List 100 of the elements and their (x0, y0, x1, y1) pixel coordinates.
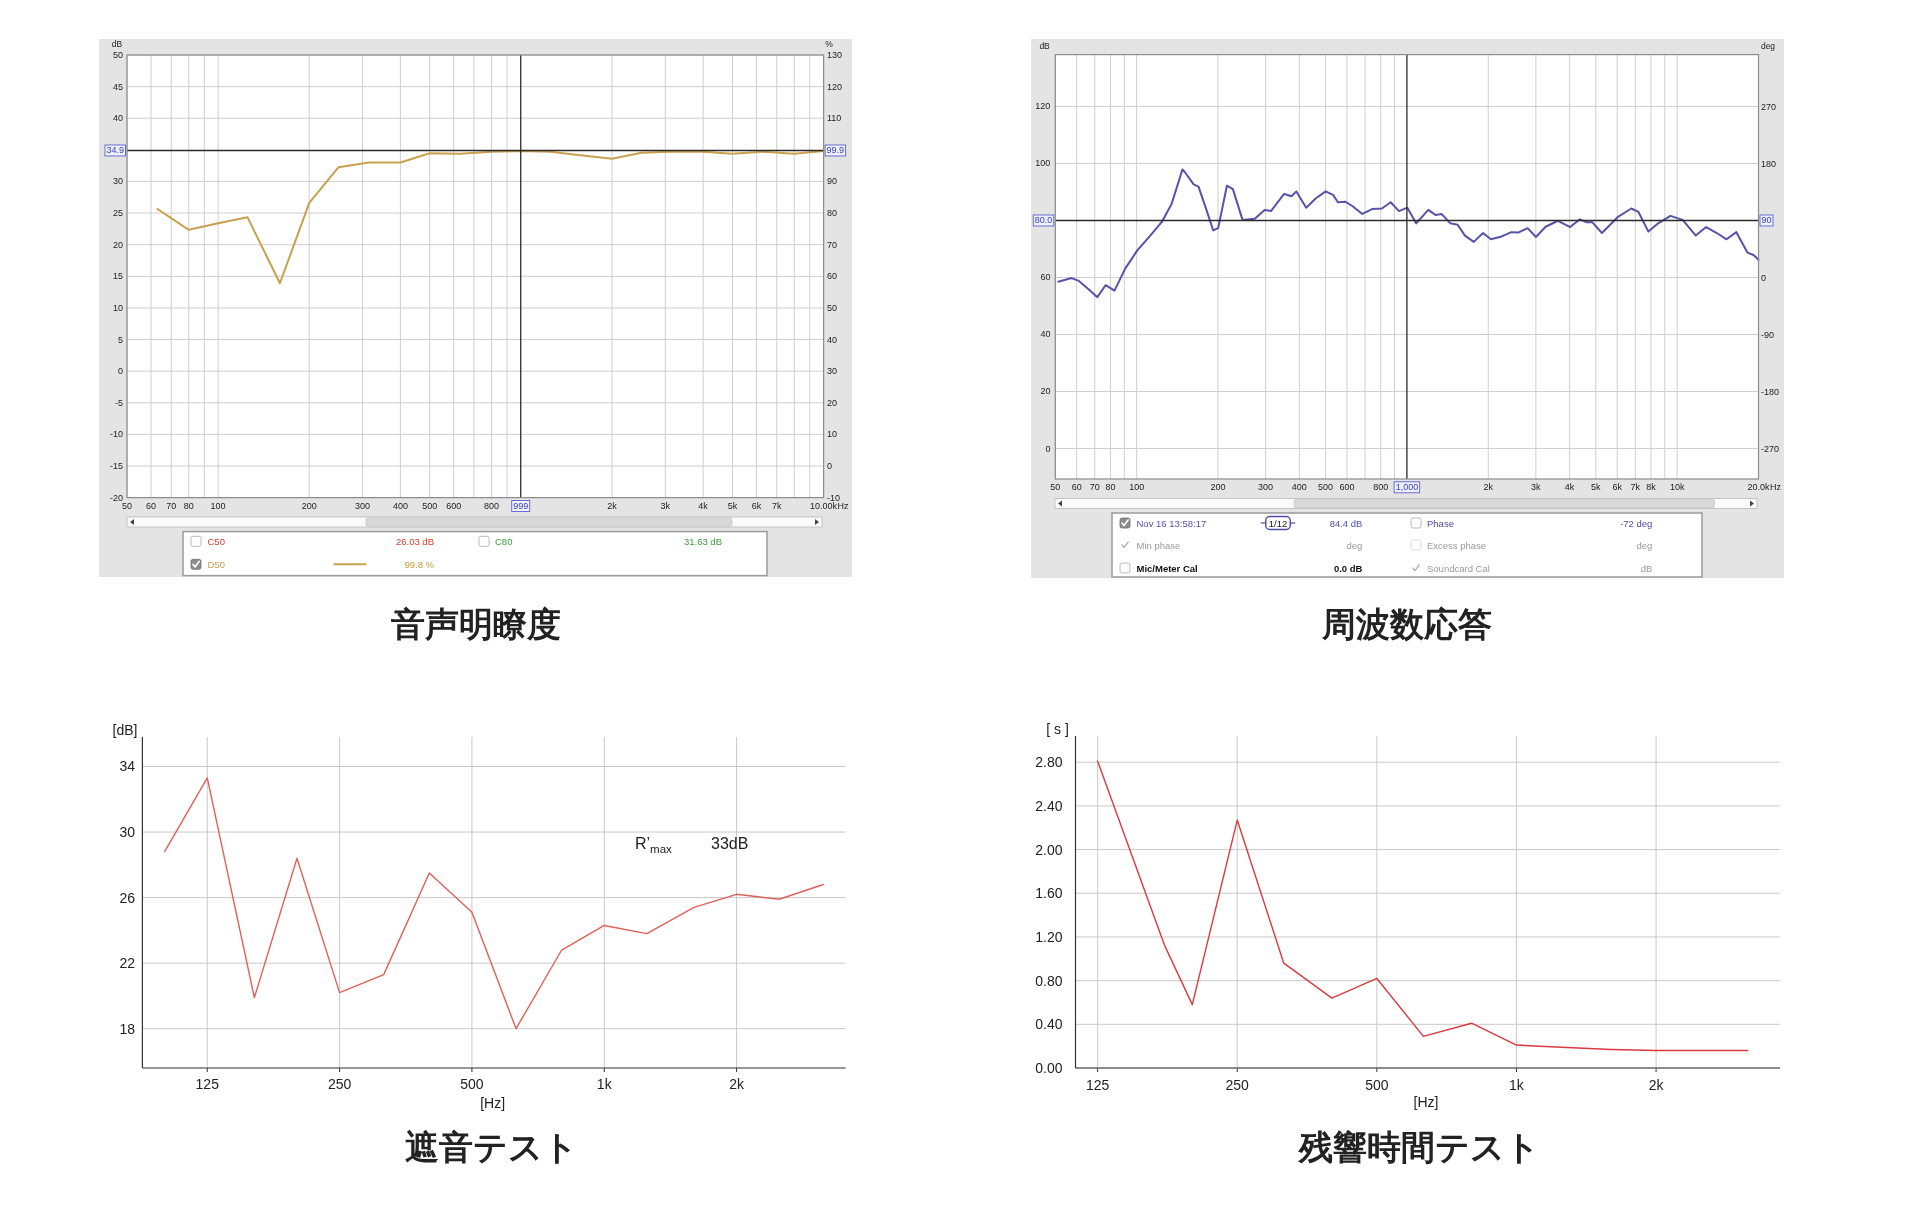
y2-tick-label: 0 (1761, 272, 1767, 283)
y-tick-label: -10 (109, 429, 123, 440)
y-tick-label: 2.00 (1035, 841, 1063, 858)
x-tick-label: 1k (596, 1076, 613, 1092)
x-tick-label: 800 (1373, 482, 1389, 493)
x-tick-label: 60 (145, 501, 156, 511)
x-tick-label: 500 (1318, 482, 1334, 493)
x-tick-label: 400 (392, 501, 408, 511)
annotation: 33dB (711, 834, 749, 852)
text: deg (1636, 539, 1653, 551)
y-axis-title: dB (111, 39, 123, 49)
x-tick-label: 100 (1129, 482, 1145, 493)
y-tick-label: 20 (112, 239, 123, 250)
y2-tick-label: -10 (827, 492, 841, 503)
text: Min phase (1136, 539, 1181, 551)
y-tick-label: 0.00 (1035, 1060, 1063, 1076)
text: 0.0 dB (1333, 562, 1363, 574)
x-tick-label: 100 (210, 501, 226, 511)
text: Mic/Meter Cal (1136, 562, 1198, 574)
x-tick-label: 6k (751, 501, 762, 511)
text: C50 (207, 535, 225, 547)
y-tick-label: 40 (112, 113, 123, 124)
x-tick-label: 250 (1225, 1077, 1250, 1093)
y2-tick-label: -180 (1761, 386, 1780, 397)
x-tick-label: 80 (183, 501, 194, 511)
y-tick-label: 45 (112, 81, 123, 92)
x-tick-label: 2k (1648, 1077, 1665, 1093)
y-tick-label: 30 (119, 824, 136, 841)
y2-tick-label: 120 (827, 81, 843, 92)
text: 周波数応答 (1321, 604, 1492, 644)
x-tick-label: 600 (446, 501, 462, 511)
x-tick-label: 2k (1483, 482, 1494, 493)
y2-tick-label: 110 (827, 113, 842, 124)
y2-tick-label: 30 (827, 366, 838, 377)
x-tick-label: 5k (727, 501, 738, 511)
y-tick-label: 0 (117, 366, 123, 377)
text: 音声明瞭度 (391, 604, 561, 644)
y-tick-label: 20 (1040, 386, 1051, 397)
y-tick-label: -20 (109, 492, 123, 503)
y-tick-label: 22 (119, 955, 136, 972)
y-tick-label: -5 (114, 397, 123, 408)
x-tick-label: 4k (698, 501, 709, 511)
y-tick-label: 30 (112, 176, 123, 187)
y-tick-label: -15 (109, 460, 123, 471)
x-tick-label: 500 (1365, 1077, 1389, 1093)
x-tick-label: 400 (1291, 482, 1307, 493)
x-tick-label: 600 (1339, 482, 1355, 493)
x-tick-label: 250 (327, 1076, 352, 1092)
y-tick-label: 0 (1045, 443, 1051, 454)
y2-tick-label: 70 (827, 239, 838, 250)
x-tick-label: 1k (1509, 1077, 1525, 1093)
y-tick-label: 50 (112, 50, 123, 60)
text: 遮音テスト (404, 1127, 578, 1167)
y-tick-label: 18 (119, 1020, 136, 1037)
x-axis-title: [Hz] (1413, 1093, 1439, 1110)
x-tick-label: 70 (1089, 482, 1100, 493)
y-axis-title: [dB] (112, 722, 138, 738)
x-tick-label: 7k (1630, 482, 1641, 493)
y-tick-label: 40 (1040, 329, 1051, 340)
text: Soundcard Cal (1427, 562, 1490, 574)
x-tick-label: 70 (166, 501, 177, 511)
y-tick-label: 15 (112, 271, 123, 282)
y2-tick-label: 40 (827, 334, 838, 345)
annotation: 90 (1761, 215, 1772, 226)
y-axis-title: dB (1039, 41, 1051, 51)
y2-tick-label: -90 (1761, 329, 1775, 340)
y-tick-label: 1.60 (1035, 885, 1063, 902)
y2-tick-label: 10 (827, 429, 838, 440)
x-tick-label: 125 (1085, 1077, 1110, 1093)
text: D50 (207, 558, 225, 570)
text: -72 deg (1620, 517, 1653, 529)
ref-line-label: 999 (513, 501, 529, 511)
x-tick-label: 80 (1105, 482, 1116, 493)
y2-tick-label: 20 (827, 397, 838, 408)
y-axis-title: [ s ] (1046, 721, 1069, 737)
y-tick-label: 5 (117, 334, 123, 345)
y-tick-label: 2.40 (1035, 797, 1063, 814)
y-tick-label: 120 (1035, 101, 1051, 112)
x-tick-label: 4k (1564, 482, 1575, 493)
x-tick-label: 2k (607, 501, 618, 511)
text: dB (1640, 562, 1653, 574)
y-tick-label: 26 (119, 889, 136, 906)
y2-tick-label: 60 (827, 271, 838, 282)
x-tick-label: 125 (195, 1076, 220, 1092)
y-tick-label: 60 (1040, 272, 1051, 283)
text: C80 (495, 535, 513, 547)
y2-tick-label: 180 (1761, 158, 1777, 169)
ref-line-label: 34.9 (106, 145, 124, 156)
x-tick-label: 300 (355, 501, 371, 511)
x-tick-label: 200 (1210, 482, 1226, 493)
y-tick-label: 10 (112, 302, 123, 313)
ref-line-label: 80.0 (1034, 215, 1053, 226)
y2-axis-title: deg (1760, 41, 1776, 51)
y-tick-label: 0.80 (1035, 972, 1063, 989)
x-tick-label: 10k (1669, 482, 1685, 493)
x-tick-label: 10.00k (810, 501, 838, 511)
y2-tick-label: -270 (1761, 443, 1780, 454)
x-tick-label: 8k (1646, 482, 1657, 493)
y2-tick-label: 50 (827, 302, 838, 313)
text: 84.4 dB (1329, 517, 1363, 529)
